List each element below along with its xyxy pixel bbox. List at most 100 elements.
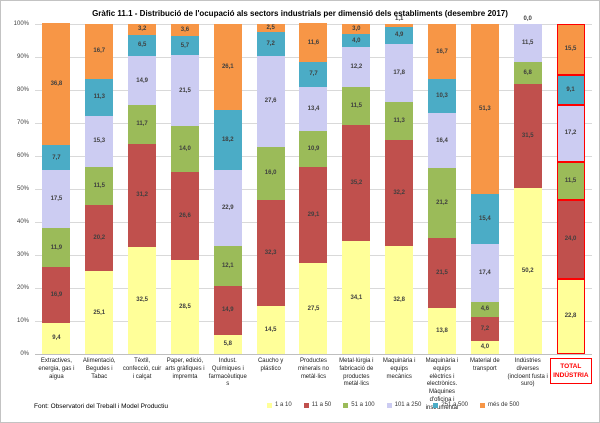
bar-segment: 32,2 [385, 139, 414, 246]
stacked-bar: 50,2 31,5 6,8 11,5 0,0 [513, 16, 542, 354]
stacked-bar: 5,8 14,9 12,1 22,9 18,2 26,1 [213, 24, 242, 354]
bar-segment: 20,2 [85, 204, 114, 272]
y-axis-tick-label: 80% [16, 87, 29, 93]
bar-segment: 3,6 [170, 24, 199, 37]
bar-segment: 29,1 [299, 167, 328, 264]
bar-segment: 12,2 [342, 47, 371, 88]
y-axis-tick-label: 40% [16, 219, 29, 225]
bar-segment: 26,1 [213, 24, 242, 111]
bar-segment: 13,8 [428, 308, 457, 354]
bar-segment: 11,7 [128, 105, 157, 144]
bar-segment: 35,2 [342, 125, 371, 242]
y-axis-tick-label: 30% [16, 252, 29, 258]
legend-label: 101 a 250 [394, 402, 422, 408]
bar-segment: 9,1 [556, 74, 585, 105]
bar-segment: 1,1 [385, 16, 414, 28]
bar-segment: 11,5 [556, 161, 585, 200]
bar-column: 22,8 24,0 11,5 17,2 9,1 15,5 [549, 23, 592, 354]
stacked-bar: 22,8 24,0 11,5 17,2 9,1 15,5 [556, 23, 585, 354]
bar-segment: 32,5 [128, 246, 157, 354]
bar-segment: 22,8 [556, 278, 585, 354]
bar-segment: 7,7 [42, 144, 71, 171]
bar-segment: 14,0 [170, 126, 199, 173]
bar-segment: 24,0 [556, 199, 585, 279]
x-axis-label: TOTAL INDÚSTRIA [549, 358, 592, 385]
bar-segment: 27,6 [256, 55, 285, 147]
bar-column: 25,1 20,2 11,5 15,3 11,3 16,7 [78, 23, 121, 354]
bar-segment: 21,5 [170, 55, 199, 126]
bar-segment: 11,3 [385, 102, 414, 140]
bar-segment: 3,0 [342, 24, 371, 34]
x-axis-label: Indust. Químiques i farmacèutiques [208, 358, 247, 388]
bar-column: 50,2 31,5 6,8 11,5 0,0 [506, 16, 549, 354]
legend-swatch [267, 402, 272, 408]
legend-label: 1 a 10 [275, 402, 292, 408]
bar-segment: 51,3 [470, 24, 499, 194]
x-axis-label: Maquinària i equips elèctrics i electròn… [425, 358, 459, 411]
bar-segment: 11,3 [85, 78, 114, 117]
bar-segment: 11,6 [299, 23, 328, 62]
bar-segment: 10,9 [299, 131, 328, 168]
bar-segment: 7,2 [256, 31, 285, 56]
x-axis-label: Productes minerals no metàl·lics [297, 358, 329, 380]
bar-segment: 7,2 [470, 317, 499, 341]
bar-segment: 2,5 [256, 23, 285, 32]
bar-segment: 9,4 [42, 322, 71, 354]
legend-swatch [343, 402, 349, 408]
bar-column: 4,0 7,2 4,6 17,4 15,4 51,3 [463, 24, 506, 354]
y-axis-tick-label: 70% [16, 120, 29, 126]
bar-segment: 31,5 [513, 84, 542, 189]
bar-segment: 10,3 [428, 79, 457, 114]
bar-segment: 7,7 [299, 61, 328, 88]
x-axis-labels: Extractives, energia, gas i aigua Aliment… [35, 358, 592, 413]
bar-segment: 16,9 [42, 267, 71, 323]
bars-container: 9,4 16,9 11,9 17,5 7,7 36,8 25,1 20,2 11,5 15,3 11… [35, 16, 592, 354]
x-axis-label: Maquinària i equips mecànics [382, 358, 416, 380]
bar-segment: 36,8 [42, 23, 71, 145]
bar-segment: 18,2 [213, 110, 242, 171]
total-industria-label: TOTAL INDÚSTRIA [550, 358, 592, 385]
bar-segment: 16,7 [428, 24, 457, 80]
bar-segment: 4,6 [470, 301, 499, 318]
y-axis-tick-label: 20% [16, 285, 29, 291]
bar-segment: 27,5 [299, 263, 328, 354]
bar-column: 32,5 31,2 11,7 14,9 6,5 3,2 [121, 24, 164, 354]
stacked-bar: 27,5 29,1 10,9 13,4 7,7 11,6 [299, 23, 328, 354]
x-axis-label: Paper, edició, arts gràfiques i impremta [165, 358, 205, 380]
legend-item: 1 a 10 [267, 402, 292, 408]
bar-segment: 14,9 [128, 56, 157, 106]
bar-segment: 4,9 [385, 27, 414, 44]
y-axis: 0% 10% 20% 30% 40% 50% 60% 70% 80% 90% 100% [1, 21, 31, 357]
bar-segment: 50,2 [513, 188, 542, 354]
legend-swatch [386, 402, 392, 408]
bar-segment: 5,8 [213, 334, 242, 354]
legend: 1 a 10 11 a 50 51 a 100 101 a 250 251 a 500 m… [267, 402, 519, 408]
bar-segment: 4,0 [470, 340, 499, 354]
bar-segment: 13,4 [299, 87, 328, 132]
bar-segment: 17,2 [556, 104, 585, 162]
bar-segment: 6,8 [513, 61, 542, 85]
bar-segment: 17,4 [470, 244, 499, 302]
bar-column: 13,8 21,5 21,2 16,4 10,3 16,7 [421, 24, 464, 354]
x-axis-label: Tèxtil, confecció, cuir i calçat [122, 358, 162, 380]
bar-segment: 11,5 [342, 87, 371, 126]
bar-column: 14,5 32,3 16,0 27,6 7,2 2,5 [249, 23, 292, 354]
bar-segment: 14,9 [213, 285, 242, 335]
bar-segment: 11,5 [85, 166, 114, 205]
y-axis-tick-label: 60% [16, 153, 29, 159]
bar-segment: 14,5 [256, 306, 285, 354]
stacked-bar: 28,5 26,6 14,0 21,5 5,7 3,6 [170, 24, 199, 354]
chart-title: Gràfic 11.1 - Distribució de l'ocupació … [92, 9, 508, 18]
bar-column: 28,5 26,6 14,0 21,5 5,7 3,6 [164, 24, 207, 354]
y-axis-tick-label: 50% [16, 186, 29, 192]
legend-item: 101 a 250 [386, 402, 422, 408]
legend-label: 51 a 100 [351, 402, 375, 408]
bar-segment: 17,5 [42, 170, 71, 228]
stacked-bar: 9,4 16,9 11,9 17,5 7,7 36,8 [42, 23, 71, 354]
legend-swatch [303, 402, 309, 408]
legend-label: 251 a 500 [441, 402, 469, 408]
bar-segment: 34,1 [342, 241, 371, 354]
legend-item: 51 a 100 [343, 402, 375, 408]
bar-column: 32,8 32,2 11,3 17,8 4,9 1,1 [378, 16, 421, 354]
